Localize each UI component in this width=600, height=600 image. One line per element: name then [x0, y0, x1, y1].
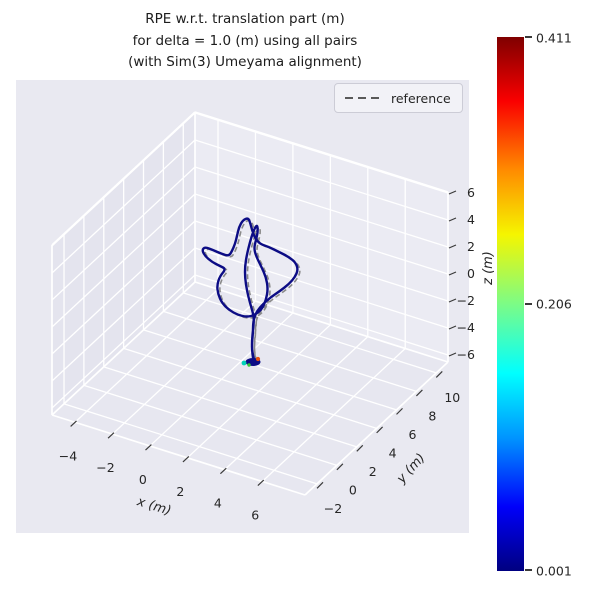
- gridline: [194, 193, 449, 275]
- y-tick-label: 2: [369, 464, 377, 479]
- z-tick-label: −4: [457, 320, 475, 335]
- z-tick-mark: [448, 244, 457, 249]
- y-tick-mark: [376, 426, 384, 434]
- y-tick-mark: [435, 370, 443, 378]
- gridline: [51, 166, 196, 301]
- z-tick-mark: [448, 352, 457, 357]
- pane-back-right: [195, 112, 448, 362]
- z-tick-label: 4: [467, 212, 475, 227]
- gridline: [123, 347, 377, 429]
- colorbar-label-min: 0.001: [536, 563, 572, 579]
- z-tick-label: −2: [457, 293, 475, 308]
- colorbar-label-mid: 0.206: [536, 296, 572, 312]
- gridline: [103, 366, 357, 448]
- y-tick-label: 10: [444, 390, 460, 405]
- plot-title: RPE w.r.t. translation part (m) for delt…: [0, 9, 490, 74]
- gridline: [51, 274, 196, 409]
- y-tick-label: 8: [428, 408, 436, 423]
- colorbar-tick-max: [525, 36, 532, 38]
- colorbar-tick-mid: [525, 303, 532, 305]
- z-tick-label: 6: [467, 185, 475, 200]
- gridline: [51, 220, 196, 355]
- x-tick-mark: [145, 444, 152, 451]
- z-tick-mark: [448, 190, 457, 195]
- gridline: [194, 166, 449, 248]
- z-tick-mark: [448, 271, 457, 276]
- gridline: [194, 247, 449, 329]
- x-tick-label: −4: [59, 448, 77, 463]
- z-tick-label: 2: [467, 239, 475, 254]
- y-tick-label: 6: [409, 427, 417, 442]
- box-edge: [194, 281, 449, 363]
- z-tick-label: 0: [467, 266, 475, 281]
- high-error-point: [241, 360, 247, 366]
- x-tick-mark: [219, 467, 227, 475]
- y-tick-label: 4: [389, 445, 397, 460]
- box-edge: [51, 111, 196, 246]
- estimated-trajectory: [201, 217, 299, 364]
- gridline: [51, 247, 196, 382]
- y-tick-mark: [396, 407, 403, 415]
- x-tick-label: −2: [96, 460, 114, 475]
- dashed-line-icon: [345, 97, 382, 99]
- x-tick-label: 0: [139, 472, 147, 487]
- gridline: [83, 384, 338, 466]
- gridline: [143, 329, 397, 411]
- gridline: [163, 310, 417, 393]
- y-tick-label: 0: [349, 482, 357, 497]
- x-tick-mark: [182, 455, 190, 463]
- y-tick-mark: [316, 481, 324, 489]
- high-error-point: [247, 363, 251, 367]
- z-tick-mark: [448, 217, 457, 222]
- box-edge: [304, 361, 449, 496]
- high-error-point: [255, 356, 261, 362]
- z-tick-label: −6: [457, 347, 475, 362]
- gridline: [51, 193, 196, 328]
- x-tick-label: 2: [176, 484, 184, 499]
- z-axis-label: z (m): [481, 251, 496, 286]
- y-tick-mark: [336, 463, 344, 471]
- box-edge: [51, 281, 196, 416]
- gridline: [51, 139, 196, 274]
- gridline: [194, 139, 449, 221]
- gridline: [194, 112, 449, 194]
- legend-label-reference: reference: [391, 90, 451, 106]
- gridline: [63, 403, 318, 485]
- y-tick-label: −2: [324, 501, 342, 516]
- y-tick-mark: [415, 389, 423, 397]
- plot-title-line-1: RPE w.r.t. translation part (m): [145, 11, 345, 27]
- z-tick-mark: [448, 298, 457, 303]
- x-tick-label: 6: [251, 507, 259, 522]
- z-tick-mark: [448, 325, 457, 330]
- colorbar-tick-min: [525, 569, 532, 571]
- x-tick-mark: [257, 479, 265, 487]
- x-tick-mark: [70, 420, 77, 427]
- y-tick-mark: [356, 444, 364, 452]
- colorbar-label-max: 0.411: [536, 30, 572, 46]
- x-tick-mark: [107, 432, 115, 439]
- colorbar-gradient: [497, 37, 524, 571]
- box-edge: [194, 111, 449, 193]
- legend-box: reference: [334, 83, 463, 113]
- plot-title-line-2: for delta = 1.0 (m) using all pairs: [132, 32, 358, 49]
- gridline: [194, 274, 449, 356]
- x-tick-label: 4: [214, 496, 222, 511]
- plot-title-line-3: (with Sim(3) Umeyama alignment): [128, 54, 362, 70]
